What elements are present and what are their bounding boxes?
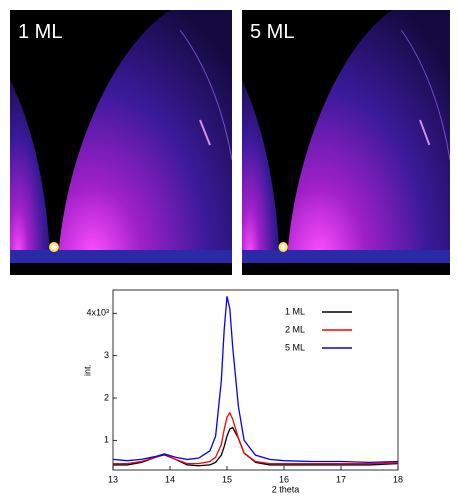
legend-label: 2 ML	[285, 324, 305, 334]
data-line	[113, 426, 399, 467]
legend-label: 1 ML	[285, 306, 305, 316]
legend-label: 5 ML	[285, 342, 305, 352]
x-tick-label: 17	[336, 474, 346, 484]
x-tick-label: 13	[108, 474, 118, 484]
y-axis-label: int.	[82, 364, 92, 376]
image-panel	[242, 10, 450, 275]
y-tick-label: 4x10³	[86, 308, 109, 318]
x-tick-label: 14	[165, 474, 175, 484]
panel-label: 5 ML	[250, 21, 294, 43]
y-tick-label: 2	[104, 392, 109, 402]
y-tick-label: 3	[104, 350, 109, 360]
data-line	[112, 296, 399, 464]
x-tick-label: 15	[222, 474, 232, 484]
image-panel	[10, 10, 232, 275]
y-tick-label: 1	[104, 435, 109, 445]
x-tick-label: 16	[279, 474, 289, 484]
x-tick-label: 18	[393, 474, 403, 484]
panel-label: 1 ML	[18, 21, 62, 43]
x-axis-label: 2 theta	[272, 484, 300, 494]
plot-frame	[112, 289, 399, 471]
